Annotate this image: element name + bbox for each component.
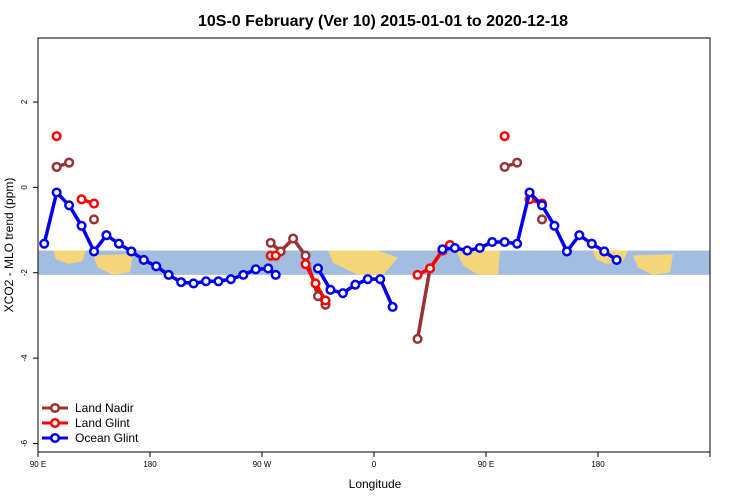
land-glint-point <box>310 278 321 289</box>
ocean-glint-point <box>611 254 622 265</box>
x-tick-label: 180 <box>143 460 157 469</box>
land-nadir-point <box>88 214 100 225</box>
ocean-glint-point <box>138 254 149 265</box>
ocean-glint-point <box>151 261 162 272</box>
y-tick-label: -2 <box>20 269 29 277</box>
land-glint-point <box>76 194 87 205</box>
ocean-glint-point <box>437 244 448 255</box>
y-tick-label: 0 <box>20 185 29 190</box>
ocean-glint-point <box>101 230 112 241</box>
ocean-glint-point <box>599 246 610 257</box>
legend-marker <box>49 402 61 414</box>
land-nadir-point <box>64 157 75 168</box>
chart-title: 10S-0 February (Ver 10) 2015-01-01 to 20… <box>198 13 568 30</box>
y-tick-label: -6 <box>20 439 29 447</box>
map-land <box>53 250 86 264</box>
map-land <box>456 250 500 275</box>
ocean-glint-point <box>462 245 473 256</box>
legend-marker <box>49 417 61 429</box>
ocean-glint-point <box>499 236 510 248</box>
ocean-glint-point <box>213 276 224 287</box>
ocean-glint-point <box>263 263 274 274</box>
ocean-glint-point <box>312 263 324 274</box>
land-nadir-point <box>288 233 299 244</box>
legend-label: Land Glint <box>75 416 130 430</box>
x-tick-label: 90 W <box>253 460 272 469</box>
ocean-glint-point <box>375 274 386 285</box>
legend-label: Land Nadir <box>75 401 134 415</box>
ocean-glint-point <box>536 200 548 211</box>
plot-frame <box>37 37 711 453</box>
ocean-glint-point <box>350 279 361 290</box>
ocean-glint-point <box>487 236 498 248</box>
y-tick-label: -4 <box>20 354 29 362</box>
series-3 <box>39 187 622 312</box>
map-land <box>328 250 398 275</box>
land-glint-point <box>300 259 311 270</box>
ocean-glint-point <box>51 187 62 198</box>
ocean-glint-point <box>449 242 460 254</box>
ocean-glint-point <box>387 301 398 312</box>
ocean-glint-point <box>561 246 572 257</box>
ocean-glint-point <box>76 220 87 231</box>
series-2 <box>51 131 548 306</box>
y-axis-label: XCO2 - MLO trend (ppm) <box>2 178 16 313</box>
x-tick-label: 90 E <box>30 460 46 469</box>
ocean-glint-point <box>163 269 174 280</box>
ocean-glint-point <box>176 277 187 288</box>
y-tick-label: 2 <box>20 99 29 104</box>
land-glint-point <box>499 131 510 142</box>
legend-item: Land Glint <box>42 416 130 430</box>
ocean-glint-point <box>586 238 597 249</box>
ocean-glint-point <box>88 246 100 257</box>
land-nadir-point <box>499 161 510 172</box>
ocean-glint-point <box>524 187 535 198</box>
legend-item: Ocean Glint <box>42 431 139 445</box>
ocean-glint-point <box>113 238 124 249</box>
legend-label: Ocean Glint <box>75 431 139 445</box>
land-glint-point <box>412 269 423 280</box>
land-glint-point <box>424 263 436 274</box>
ocean-glint-point <box>126 246 137 257</box>
legend-item: Land Nadir <box>42 401 134 415</box>
land-glint-point <box>51 131 62 142</box>
land-nadir-point <box>412 333 423 344</box>
land-nadir-point <box>536 214 548 225</box>
map-land <box>633 254 673 275</box>
x-tick-label: 180 <box>591 460 605 469</box>
ocean-glint-point <box>238 269 249 280</box>
land-glint-point <box>88 198 100 209</box>
ocean-glint-point <box>64 200 75 211</box>
land-nadir-point <box>51 161 62 172</box>
ocean-glint-point <box>39 238 50 249</box>
land-glint-point <box>270 250 281 261</box>
land-nadir-point <box>300 250 311 261</box>
ocean-glint-point <box>225 274 236 285</box>
x-axis: 90 E 180 90 W 0 90 E 180 <box>30 452 711 469</box>
land-nadir-point <box>265 237 276 248</box>
land-nadir-point <box>512 157 523 168</box>
series-layer <box>39 131 622 344</box>
ocean-glint-point <box>362 274 373 285</box>
ocean-glint-point <box>270 269 281 280</box>
x-axis-label: Longitude <box>349 477 402 491</box>
land-glint-point <box>320 295 331 306</box>
y-axis: 2 0 -2 -4 -6 <box>20 99 38 447</box>
ocean-glint-point <box>474 242 485 254</box>
legend-marker <box>49 432 61 444</box>
ocean-glint-point <box>512 238 523 249</box>
x-tick-label: 90 E <box>478 460 494 469</box>
ocean-glint-point <box>325 284 336 295</box>
ocean-glint-point <box>250 264 261 275</box>
ocean-glint-point <box>200 276 212 287</box>
ocean-glint-point <box>574 230 585 241</box>
map-land <box>93 254 133 275</box>
ocean-glint-point <box>337 288 348 299</box>
ocean-glint-point <box>188 278 199 289</box>
x-tick-label: 0 <box>372 460 377 469</box>
ocean-glint-point <box>549 220 560 231</box>
